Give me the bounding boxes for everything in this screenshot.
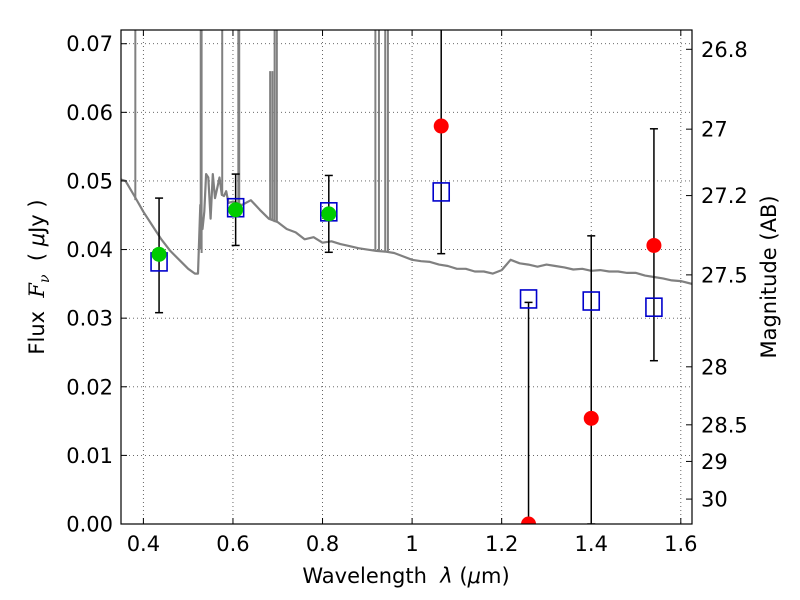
y-axis-label: Flux Fν ( μJy ): [25, 199, 53, 354]
observed-point-green: [151, 246, 167, 262]
y2-tick-label: 28.5: [701, 413, 748, 437]
y-tick-label: 0.00: [66, 513, 113, 537]
y2-tick-label: 26.8: [701, 38, 748, 62]
observed-point-red: [646, 237, 662, 253]
y2-tick-label: 27.2: [701, 184, 748, 208]
y-tick-label: 0.03: [66, 307, 113, 331]
model-spectrum-line: [121, 173, 692, 285]
observed-point-red: [521, 516, 537, 524]
y2-tick-label: 30: [701, 488, 728, 512]
model-photometry-point: [645, 297, 663, 317]
x-axis-label: Wavelength λ (μm): [302, 564, 509, 588]
observed-point-red: [433, 118, 449, 134]
y-tick-label: 0.06: [66, 101, 113, 125]
model-photometry-point: [432, 182, 451, 202]
model-photometry-point: [582, 291, 601, 311]
model-photometry-point: [519, 289, 538, 309]
y-tick-label: 0.05: [66, 169, 113, 193]
data-layer: [121, 30, 692, 524]
observed-point-green: [228, 202, 244, 218]
y2-tick-label: 27.5: [701, 263, 748, 287]
x-tick-label: 0.6: [216, 532, 249, 556]
y-tick-label: 0.02: [66, 375, 113, 399]
x-tick-label: 0.4: [127, 532, 160, 556]
y-tick-label: 0.04: [66, 238, 113, 262]
x-tick-label: 0.8: [306, 532, 339, 556]
x-tick-label: 1.2: [485, 532, 518, 556]
x-tick-label: 1.4: [575, 532, 608, 556]
x-tick-label: 1.6: [664, 532, 697, 556]
plot-frame: [120, 29, 693, 525]
ticks: 0.4 0.6 0.8 1 1.2 1.4 1.6 0.00 0.01 0.02 0.03 0.04 0…: [66, 30, 748, 556]
y2-tick-label: 28: [701, 355, 728, 379]
plot-area: [121, 30, 692, 524]
y2-axis-label: Magnitude (AB): [757, 195, 781, 358]
y-tick-label: 0.01: [66, 444, 113, 468]
observed-point-red: [583, 410, 599, 426]
y2-tick-label: 27: [701, 118, 728, 142]
y-tick-label: 0.07: [66, 32, 113, 56]
y2-tick-label: 29: [701, 450, 728, 474]
observed-point-green: [321, 206, 337, 222]
x-tick-label: 1: [405, 532, 418, 556]
